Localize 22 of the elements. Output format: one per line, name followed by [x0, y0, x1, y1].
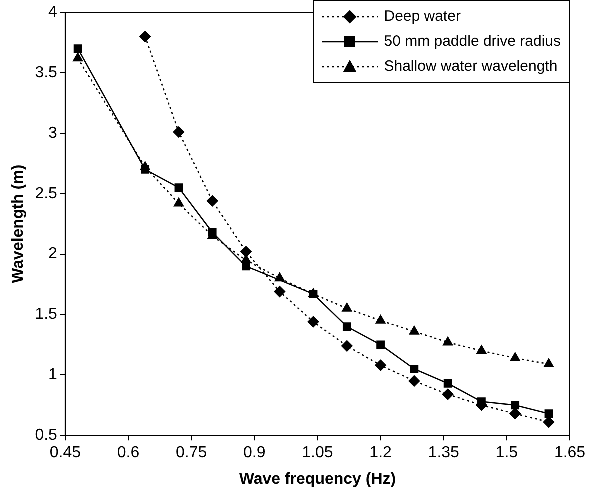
y-tick-label: 2.5: [35, 185, 58, 202]
x-tick-label: 1.5: [496, 444, 518, 462]
y-tick-label: 3: [48, 124, 58, 142]
x-tick-label: 1.05: [302, 444, 334, 462]
x-tick-label: 1.2: [370, 444, 392, 462]
legend-label: 50 mm paddle drive radius: [384, 33, 561, 50]
x-tick-label: 0.45: [50, 444, 82, 462]
y-tick-label: 3.5: [35, 64, 58, 82]
x-tick-label: 1.35: [428, 444, 460, 462]
x-tick-label: 0.75: [176, 444, 208, 462]
x-tick-label: 0.6: [117, 444, 140, 462]
legend-label: Deep water: [384, 8, 461, 25]
y-tick-label: 0.5: [35, 427, 58, 444]
y-tick-label: 4: [48, 4, 58, 22]
x-axis-title: Wave frequency (Hz): [239, 470, 396, 488]
x-tick-label: 1.65: [554, 444, 586, 462]
x-tick-label: 0.9: [244, 444, 266, 462]
y-tick-label: 1.5: [35, 306, 58, 324]
legend-label: Shallow water wavelength: [384, 58, 558, 75]
y-tick-label: 2: [48, 246, 58, 263]
y-axis-title: Wavelength (m): [10, 164, 28, 284]
y-tick-label: 1: [48, 366, 58, 384]
